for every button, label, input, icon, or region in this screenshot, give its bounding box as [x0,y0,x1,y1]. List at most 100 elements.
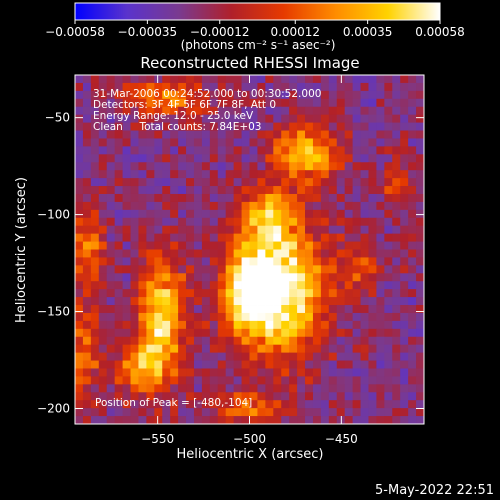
heatmap-cell [305,186,314,195]
heatmap-cell [241,257,250,266]
heatmap-cell [408,154,417,163]
heatmap-cell [114,178,123,187]
heatmap-cell [170,265,179,274]
heatmap-cell [336,233,346,242]
heatmap-cell [352,122,361,131]
heatmap-cell [273,233,282,242]
heatmap-cell [217,344,227,354]
y-tick-label: −200 [37,401,70,415]
heatmap-cell [233,320,242,330]
heatmap-cell [225,106,235,116]
heatmap-cell [384,98,393,108]
heatmap-cell [336,106,346,116]
heatmap-cell [320,138,330,147]
heatmap-cell [98,368,108,377]
heatmap-cell [162,201,171,211]
heatmap-cell [154,122,163,131]
heatmap-cell [257,328,266,338]
heatmap-cell [162,130,171,139]
heatmap-cell [90,344,100,354]
heatmap-cell [178,392,187,401]
heatmap-cell [82,146,92,155]
heatmap-cell [368,170,377,179]
heatmap-cell [281,416,290,424]
heatmap-cell [265,312,274,322]
heatmap-cell [384,376,393,385]
heatmap-cell [416,201,424,211]
heatmap-cell [106,376,116,385]
heatmap-cell [130,241,139,250]
heatmap-cell [265,193,274,203]
heatmap-cell [75,336,84,346]
heatmap-cell [217,201,227,211]
heatmap-cell [114,146,123,155]
heatmap-cell [281,98,290,108]
heatmap-cell [249,90,258,100]
heatmap-cell [297,320,306,330]
heatmap-cell [408,360,417,369]
heatmap-cell [193,186,203,195]
heatmap-cell [265,297,274,306]
heatmap-cell [312,106,322,116]
heatmap-cell [249,312,258,322]
heatmap-cell [400,178,409,187]
heatmap-cell [209,225,219,235]
heatmap-cell [217,249,227,258]
heatmap-cell [90,170,100,179]
heatmap-cell [82,400,92,409]
heatmap-cell [225,408,235,417]
heatmap-cell [257,225,266,235]
heatmap-cell [209,297,219,306]
heatmap-cell [352,217,361,227]
heatmap-cell [82,114,92,123]
heatmap-cell [416,241,424,250]
heatmap-cell [209,376,219,385]
heatmap-cell [130,233,139,242]
heatmap-cell [400,217,409,227]
heatmap-cell [130,376,139,385]
heatmap-cell [122,297,131,306]
heatmap-cell [384,138,393,147]
heatmap-cell [305,368,314,377]
heatmap-cell [170,90,179,100]
heatmap-cell [392,384,401,393]
heatmap-cell [122,384,131,393]
colorbar-tick-label: −0.00035 [118,25,178,39]
heatmap-cell [122,130,131,139]
heatmap-cell [384,82,393,92]
heatmap-cell [130,217,139,227]
heatmap-cell [265,249,274,258]
footer-date: 5-May-2022 22:51 [375,483,494,498]
heatmap-cell [360,400,369,409]
heatmap-cell [201,75,211,84]
heatmap-cell [320,186,330,195]
heatmap-cell [368,265,377,274]
heatmap-cell [146,376,155,385]
heatmap-cell [416,312,424,322]
heatmap-cell [265,154,274,163]
heatmap-cell [400,408,409,417]
heatmap-cell [265,400,274,409]
heatmap-cell [75,281,84,290]
heatmap-cell [106,154,116,163]
heatmap-cell [257,249,266,258]
heatmap-cell [122,305,131,314]
heatmap-cell [281,328,290,338]
heatmap-cell [265,122,274,131]
annotation-clean: Clean Total counts: 7.84E+03 [93,121,262,133]
heatmap-cell [162,225,171,235]
heatmap-cell [178,82,187,92]
heatmap-cell [138,281,147,290]
heatmap-cell [352,225,361,235]
heatmap-cell [186,360,195,369]
heatmap-cell [75,376,84,385]
heatmap-cell [312,265,322,274]
heatmap-cell [201,241,211,250]
heatmap-cell [217,130,227,139]
heatmap-cell [273,320,282,330]
heatmap-cell [273,352,282,361]
heatmap-cell [344,193,354,203]
heatmap-cell [360,98,369,108]
heatmap-cell [376,186,385,195]
heatmap-cell [273,114,282,123]
